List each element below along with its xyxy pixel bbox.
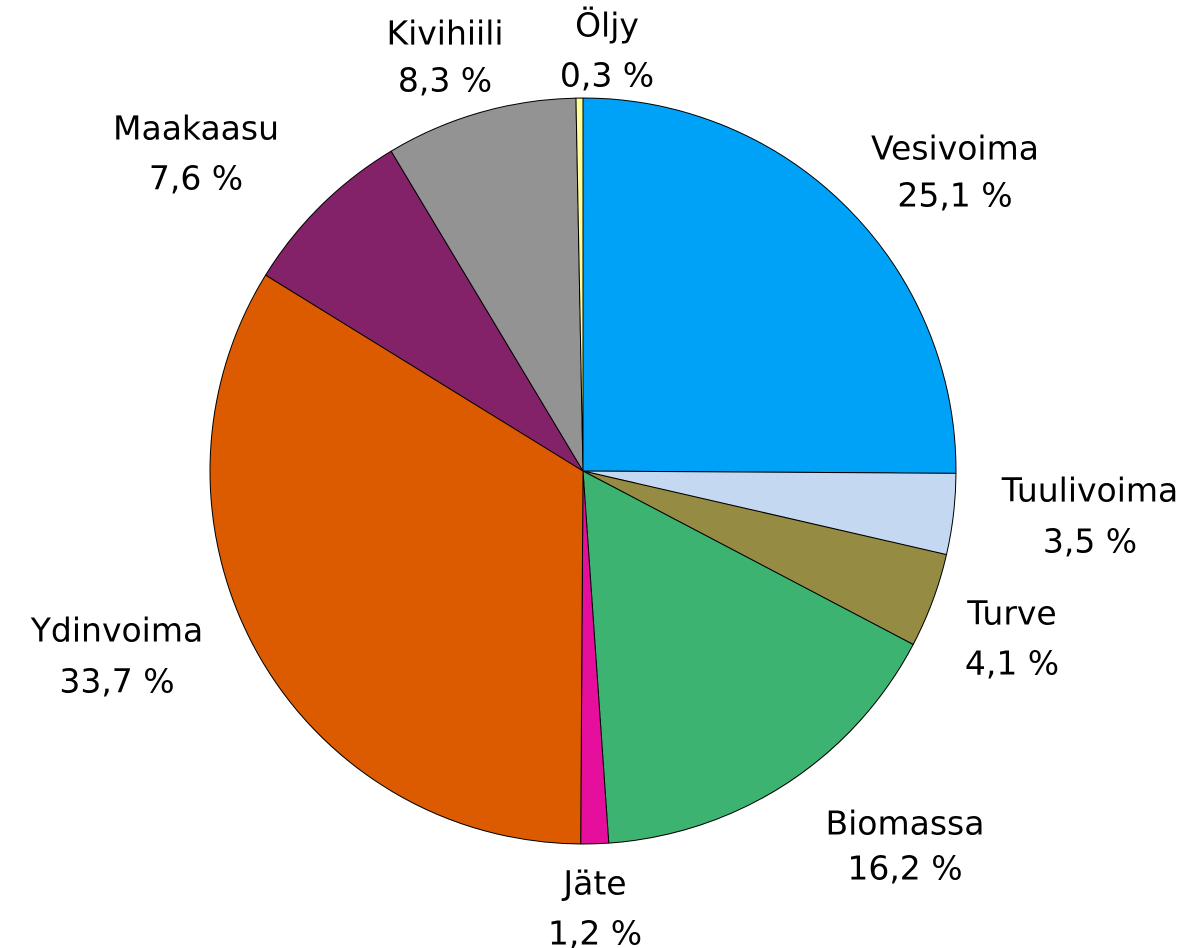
slice-value-label: 3,5 % xyxy=(1043,522,1137,561)
pie-slice xyxy=(264,150,584,472)
slice-value-label: 4,1 % xyxy=(965,644,1059,683)
slice-label: Jäte xyxy=(561,864,626,903)
slice-value-label: 8,3 % xyxy=(398,61,492,100)
slice-label: Maakaasu xyxy=(113,109,279,148)
slice-label: Biomassa xyxy=(826,804,985,843)
pie-slice xyxy=(582,97,957,474)
slice-label: Vesivoima xyxy=(871,129,1039,168)
slice-value-label: 25,1 % xyxy=(897,176,1012,215)
pie-slice xyxy=(390,97,584,473)
slice-value-label: 33,7 % xyxy=(59,662,174,701)
slice-label: Ydinvoima xyxy=(30,611,203,650)
pie-slice xyxy=(582,470,914,844)
slice-label: Kivihiili xyxy=(386,14,503,53)
slice-label: Tuulivoima xyxy=(1001,471,1179,510)
slice-label: Öljy xyxy=(575,5,639,45)
pie-slice xyxy=(575,97,584,472)
slice-value-label: 16,2 % xyxy=(847,849,962,888)
slice-value-label: 0,3 % xyxy=(560,56,654,95)
slice-value-label: 7,6 % xyxy=(149,159,243,198)
slice-value-label: 1,2 % xyxy=(548,914,642,948)
slice-label: Turve xyxy=(966,594,1056,633)
pie-slice xyxy=(209,274,584,845)
